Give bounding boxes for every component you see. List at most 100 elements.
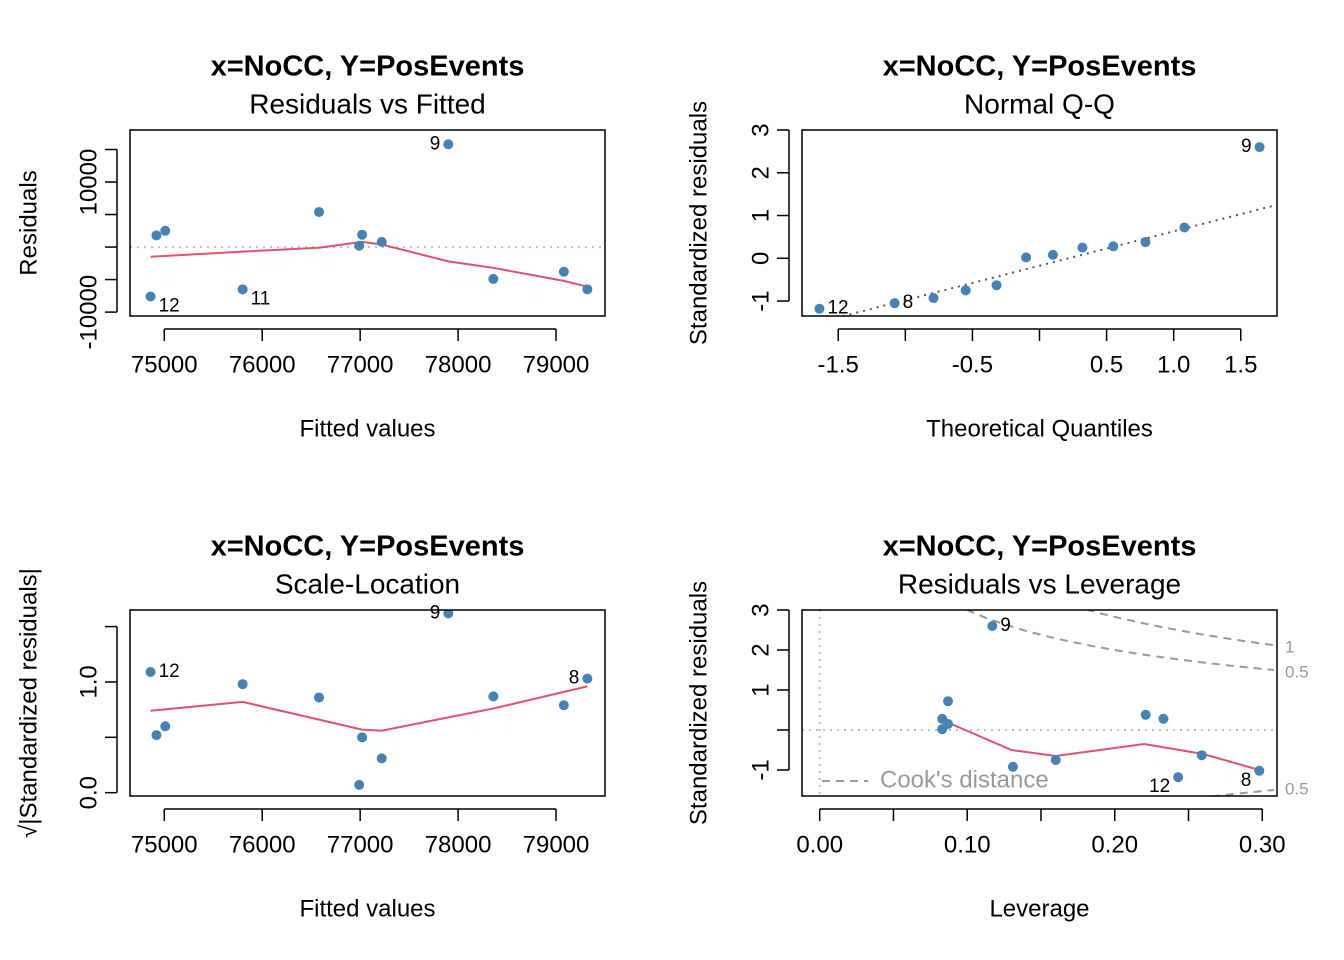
data-point — [151, 230, 162, 241]
data-point — [943, 719, 954, 729]
data-point — [889, 298, 900, 309]
data-point — [237, 284, 248, 295]
data-point — [443, 139, 454, 150]
y-tick-label: 2 — [747, 166, 774, 179]
x-tick-label: 76000 — [229, 351, 296, 378]
y-tick-label: 2 — [747, 643, 774, 656]
data-point — [1173, 772, 1184, 783]
point-label: 8 — [1241, 770, 1252, 791]
point-label: 9 — [1241, 136, 1252, 157]
y-tick-label: 3 — [747, 603, 774, 616]
point-label: 9 — [430, 133, 441, 154]
x-tick-label: 0.10 — [944, 831, 991, 858]
cooks-contour-label: 0.5 — [1285, 662, 1309, 681]
data-point — [814, 303, 825, 314]
data-point — [1254, 765, 1265, 776]
x-tick-label: 75000 — [131, 351, 198, 378]
data-point — [1077, 242, 1088, 253]
panel-3: x=NoCC, Y=PosEvents Scale-Location 12 9 8 750… — [15, 531, 606, 922]
data-point — [1108, 241, 1119, 252]
y-axis-label: Standardized residuals — [685, 581, 712, 825]
data-point — [582, 284, 593, 295]
data-point — [376, 236, 387, 247]
data-point — [443, 610, 454, 619]
y-tick-label: 1.0 — [75, 665, 102, 698]
point-label: 12 — [1149, 776, 1170, 797]
point-label: 9 — [430, 602, 441, 623]
data-point — [1179, 222, 1190, 233]
panel-subtitle: Residuals vs Leverage — [898, 568, 1181, 599]
smooth-line — [941, 719, 1260, 771]
panel-title: x=NoCC, Y=PosEvents — [883, 51, 1197, 83]
point-label: 9 — [1000, 615, 1011, 636]
data-point — [354, 779, 365, 790]
y-tick-label: 3 — [747, 123, 774, 136]
x-tick-label: 0.00 — [796, 831, 843, 858]
data-point — [160, 721, 171, 732]
data-point — [376, 753, 387, 764]
data-point — [1254, 142, 1265, 153]
panel-1: x=NoCC, Y=PosEvents Residuals vs Fitted 12… — [15, 51, 606, 442]
data-point — [960, 285, 971, 296]
x-tick-label: 78000 — [425, 831, 492, 858]
data-point — [145, 667, 156, 677]
point-label: 12 — [159, 296, 180, 317]
cooks-contour-1 — [1084, 610, 1275, 647]
panel-subtitle: Residuals vs Fitted — [249, 88, 486, 119]
point-label: 8 — [569, 668, 580, 689]
x-tick-label: 77000 — [327, 351, 394, 378]
plot-area — [130, 139, 605, 302]
x-tick-label: 75000 — [131, 831, 198, 858]
data-point — [943, 696, 954, 707]
x-tick-label: 0.20 — [1091, 831, 1138, 858]
data-point — [237, 679, 248, 690]
y-tick-label: 1 — [747, 209, 774, 222]
data-point — [1158, 713, 1169, 724]
y-tick-label: -1 — [747, 290, 774, 311]
plot-box — [801, 609, 1278, 797]
point-label: 12 — [827, 298, 848, 319]
panel-4: x=NoCC, Y=PosEvents Residuals vs Leverage… — [685, 531, 1309, 923]
data-point — [928, 293, 939, 304]
x-tick-label: -0.5 — [952, 351, 993, 378]
data-point — [488, 691, 499, 702]
panel-subtitle: Scale-Location — [275, 568, 460, 599]
x-tick-label: 0.5 — [1090, 351, 1123, 378]
cooks-contour-label: 0.5 — [1285, 779, 1309, 798]
data-point — [357, 732, 368, 743]
plot-area — [814, 142, 1277, 316]
data-point — [160, 225, 171, 236]
x-tick-label: 1.5 — [1224, 351, 1257, 378]
qq-reference-line — [839, 203, 1277, 316]
cooks-contour-label: 1 — [1285, 637, 1294, 656]
panel-subtitle: Normal Q-Q — [964, 88, 1115, 119]
plot-area — [145, 610, 593, 790]
y-axis-label: Residuals — [15, 170, 42, 275]
data-point — [354, 240, 365, 251]
data-point — [488, 273, 499, 284]
plot-box — [129, 129, 606, 317]
smooth-line — [150, 240, 588, 288]
x-axis-label: Theoretical Quantiles — [926, 415, 1153, 442]
x-tick-label: 0.30 — [1239, 831, 1286, 858]
x-tick-label: 1.0 — [1157, 351, 1190, 378]
data-point — [1196, 750, 1207, 761]
data-point — [987, 621, 998, 631]
x-axis-label: Fitted values — [299, 895, 435, 922]
x-tick-label: 78000 — [425, 351, 492, 378]
data-point — [1140, 237, 1151, 248]
point-label: 11 — [251, 288, 271, 309]
data-point — [1047, 249, 1058, 260]
cooks-contour-0.5 — [964, 610, 1275, 671]
data-point — [1021, 252, 1032, 263]
data-point — [314, 206, 325, 217]
data-point — [145, 291, 156, 302]
y-tick-label: 0.0 — [75, 776, 102, 809]
data-point — [558, 700, 569, 711]
point-label: 12 — [159, 661, 180, 682]
x-tick-label: 79000 — [523, 831, 590, 858]
y-tick-label: -10000 — [75, 275, 102, 350]
data-point — [357, 229, 368, 240]
